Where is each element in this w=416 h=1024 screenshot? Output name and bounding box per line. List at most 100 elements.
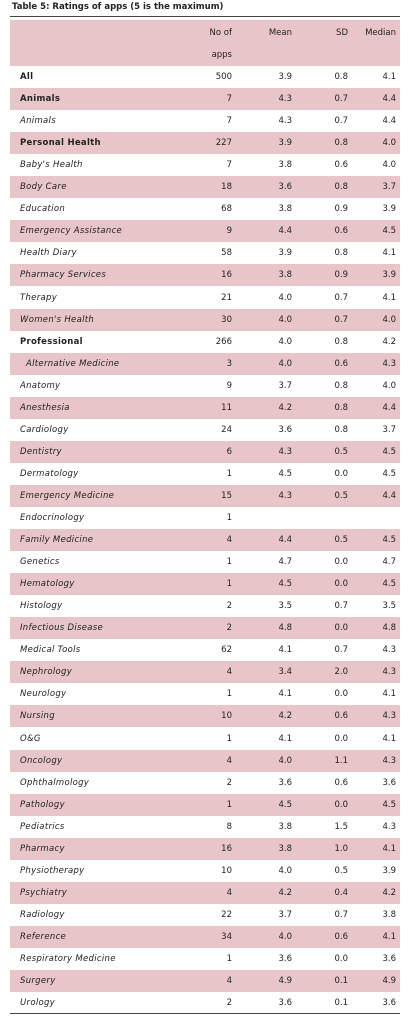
row-label: Pharmacy Services: [20, 270, 107, 281]
cell-value: 0.8: [334, 336, 348, 347]
cell-value: 4.3: [278, 446, 292, 457]
cell-value: 4.1: [382, 292, 396, 303]
row-band: [10, 925, 400, 948]
cell-value: 4.2: [278, 402, 292, 413]
cell-value: 21: [221, 292, 232, 303]
cell-value: 3.9: [382, 204, 396, 215]
row-label: Anatomy: [20, 380, 61, 391]
cell-value: 0.0: [334, 689, 348, 700]
row-label: Animals: [20, 116, 56, 127]
cell-value: 4: [226, 535, 232, 546]
cell-value: 0.7: [334, 292, 348, 303]
cell-value: 1: [226, 557, 232, 568]
row-label: Anesthesia: [20, 402, 70, 413]
row-label: Dentistry: [20, 446, 62, 457]
cell-value: 10: [221, 711, 232, 722]
row-label: Nursing: [20, 711, 55, 722]
cell-value: 8: [226, 821, 232, 832]
cell-value: 0.5: [334, 490, 348, 501]
cell-value: 0.0: [334, 799, 348, 810]
row-label: Animals: [20, 94, 61, 105]
cell-value: 500: [215, 72, 232, 82]
cell-value: 4.0: [382, 314, 396, 325]
cell-value: 1: [226, 689, 232, 700]
cell-value: 0.6: [334, 777, 348, 788]
cell-value: 3.8: [278, 270, 292, 281]
row-label: Pathology: [20, 799, 65, 810]
row-band: [10, 176, 400, 199]
cell-value: 4.3: [382, 645, 396, 656]
cell-value: 4.3: [278, 94, 292, 105]
cell-value: 4.5: [382, 799, 396, 810]
cell-value: 4.5: [382, 579, 396, 590]
row-label: Nephrology: [20, 667, 73, 678]
row-label: Emergency Assistance: [20, 226, 123, 237]
cell-value: 3.7: [382, 424, 396, 435]
cell-value: 4.9: [278, 976, 292, 987]
row-label: Reference: [20, 931, 67, 942]
cell-value: 2: [226, 998, 232, 1009]
row-band: [10, 573, 400, 596]
cell-value: 3.9: [278, 72, 292, 82]
cell-value: 0.7: [334, 116, 348, 127]
row-label: Emergency Medicine: [20, 490, 115, 501]
cell-value: 7: [226, 94, 232, 105]
cell-value: 0.1: [334, 976, 348, 987]
cell-value: 3.9: [278, 138, 292, 149]
cell-value: 62: [221, 645, 232, 656]
cell-value: 1: [226, 954, 232, 964]
cell-value: 0.6: [334, 226, 348, 237]
cell-value: 1: [226, 579, 232, 590]
cell-value: 0.0: [334, 557, 348, 568]
row-label: Alternative Medicine: [26, 358, 120, 369]
cell-value: 3.8: [278, 204, 292, 215]
cell-value: 4.1: [382, 843, 396, 854]
row-band: [10, 352, 400, 375]
cell-value: 1: [226, 468, 232, 479]
cell-value: 4.1: [278, 645, 292, 656]
row-label: Ophthalmology: [20, 777, 90, 788]
cell-value: 3.8: [278, 160, 292, 171]
row-band: [10, 661, 400, 684]
cell-value: 0.6: [334, 160, 348, 171]
cell-value: 0.8: [334, 424, 348, 435]
column-header: No of apps: [209, 28, 232, 60]
row-label: Health Diary: [20, 248, 77, 259]
cell-value: 0.7: [334, 601, 348, 612]
cell-value: 4.0: [278, 358, 292, 369]
cell-value: 0.8: [334, 380, 348, 391]
row-label: Medical Tools: [20, 645, 81, 656]
row-band: [10, 440, 400, 463]
cell-value: 0.8: [334, 72, 348, 82]
cell-value: 24: [221, 424, 232, 435]
cell-value: 4.0: [382, 160, 396, 171]
cell-value: 3.9: [278, 248, 292, 259]
cell-value: 6: [226, 446, 232, 457]
cell-value: 3.6: [278, 424, 292, 435]
cell-value: 3.6: [278, 182, 292, 193]
cell-value: 15: [221, 490, 232, 501]
cell-value: 4.0: [278, 755, 292, 766]
cell-value: 4.0: [278, 292, 292, 303]
cell-value: 1.1: [334, 755, 348, 766]
cell-value: 4.9: [382, 976, 396, 987]
cell-value: 4.0: [278, 931, 292, 942]
cell-value: 2.0: [334, 667, 348, 678]
cell-value: 3.9: [382, 865, 396, 876]
row-band: [10, 970, 400, 993]
row-label: Infectious Disease: [20, 623, 104, 634]
cell-value: 0.0: [334, 623, 348, 634]
cell-value: 4.4: [278, 226, 292, 237]
cell-value: 0.8: [334, 402, 348, 413]
cell-value: 4.7: [382, 557, 396, 568]
row-label: Dermatology: [20, 468, 79, 479]
cell-value: 4.3: [382, 821, 396, 832]
cell-value: 2: [226, 623, 232, 634]
row-label: Women's Health: [20, 314, 95, 325]
row-label: Pediatrics: [20, 821, 65, 832]
cell-value: 1.0: [334, 843, 348, 854]
row-band: [10, 88, 400, 111]
bottom-rule: [10, 1013, 400, 1014]
cell-value: 0.0: [334, 468, 348, 479]
